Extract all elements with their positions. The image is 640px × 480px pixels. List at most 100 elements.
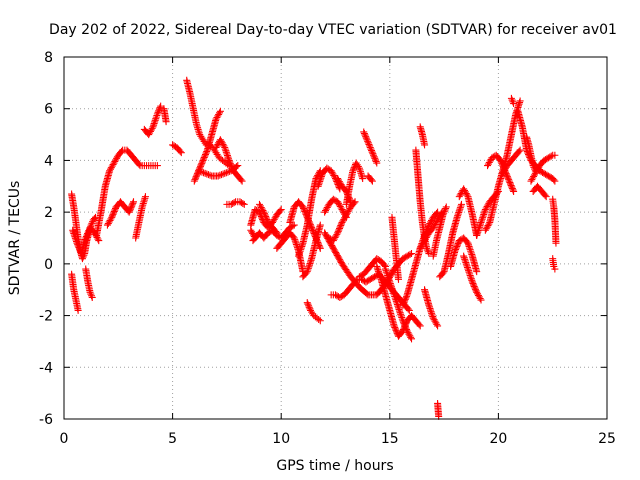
data-point	[368, 275, 376, 283]
data-point	[370, 153, 378, 161]
data-point	[540, 169, 548, 177]
data-point	[423, 246, 431, 254]
data-point	[176, 147, 184, 155]
data-point	[128, 201, 136, 209]
data-point	[516, 146, 524, 154]
data-point	[473, 288, 481, 296]
data-point	[217, 171, 225, 179]
data-point	[252, 233, 260, 241]
data-point	[468, 278, 476, 286]
data-point	[500, 168, 508, 176]
data-point	[262, 214, 270, 222]
data-point	[400, 298, 408, 306]
data-point	[228, 162, 236, 170]
data-point	[452, 244, 460, 252]
data-point	[256, 202, 264, 210]
data-point	[357, 272, 365, 280]
data-point	[108, 213, 116, 221]
data-point	[107, 215, 115, 223]
data-point	[509, 186, 517, 194]
data-point	[302, 269, 310, 277]
series-trace-11	[183, 76, 233, 170]
x-tick-label: 25	[598, 431, 616, 447]
data-point	[112, 156, 120, 164]
series-trace-03	[82, 265, 96, 301]
data-point	[550, 176, 558, 184]
chart-title: Day 202 of 2022, Sidereal Day-to-day VTE…	[49, 22, 617, 38]
data-point	[360, 128, 368, 136]
data-point	[336, 179, 344, 187]
data-point	[401, 321, 409, 329]
data-point	[507, 180, 515, 188]
data-point	[202, 149, 210, 157]
series-trace-09	[160, 105, 170, 126]
data-point	[501, 165, 509, 173]
data-point	[541, 170, 549, 178]
data-point	[544, 154, 552, 162]
data-point	[84, 230, 92, 238]
series-trace-36	[388, 213, 402, 283]
data-point	[422, 233, 430, 241]
data-point	[332, 232, 340, 240]
data-point	[106, 216, 114, 224]
data-point	[227, 200, 235, 208]
data-point	[82, 234, 90, 242]
y-tick-label: 2	[44, 205, 53, 221]
data-point	[481, 206, 489, 214]
data-point	[156, 104, 164, 112]
data-point	[332, 291, 339, 299]
data-point	[393, 328, 401, 336]
data-point	[300, 204, 308, 212]
data-point	[308, 225, 316, 233]
data-point	[455, 193, 463, 201]
data-point	[222, 169, 230, 177]
data-point	[390, 322, 398, 330]
data-point	[221, 169, 229, 177]
data-point	[362, 134, 370, 142]
data-point	[374, 256, 382, 264]
data-point	[484, 201, 492, 209]
data-point	[423, 232, 431, 240]
data-point	[373, 255, 381, 263]
data-point	[363, 277, 371, 285]
data-point	[429, 224, 437, 232]
axis-ticks	[63, 56, 608, 420]
data-point	[328, 168, 336, 176]
data-point	[336, 224, 344, 232]
data-point	[316, 317, 324, 325]
data-point	[199, 156, 207, 164]
series-trace-40	[421, 286, 442, 330]
data-point	[368, 147, 376, 155]
data-point	[539, 168, 547, 176]
data-point	[206, 171, 214, 179]
data-point	[365, 140, 373, 148]
data-point	[335, 226, 343, 234]
data-point	[336, 202, 344, 210]
data-point	[230, 199, 238, 207]
data-point	[336, 223, 344, 231]
data-point	[330, 171, 338, 179]
data-point	[343, 209, 351, 217]
data-point	[113, 154, 121, 162]
data-point	[405, 330, 413, 338]
data-point	[461, 186, 469, 194]
data-point	[482, 204, 490, 212]
data-point	[434, 322, 442, 330]
data-point	[303, 299, 311, 307]
data-point	[344, 208, 352, 216]
data-point	[331, 173, 339, 181]
data-point	[349, 167, 357, 175]
data-point	[236, 198, 244, 206]
data-point	[111, 206, 119, 214]
data-point	[306, 305, 314, 313]
data-point	[196, 167, 204, 175]
y-tick-label: -2	[39, 309, 53, 325]
data-point	[269, 217, 277, 225]
data-point	[476, 295, 484, 303]
data-point	[336, 293, 344, 301]
data-point	[327, 167, 335, 175]
data-point	[432, 319, 440, 327]
data-point	[507, 94, 515, 102]
data-point	[454, 240, 462, 248]
